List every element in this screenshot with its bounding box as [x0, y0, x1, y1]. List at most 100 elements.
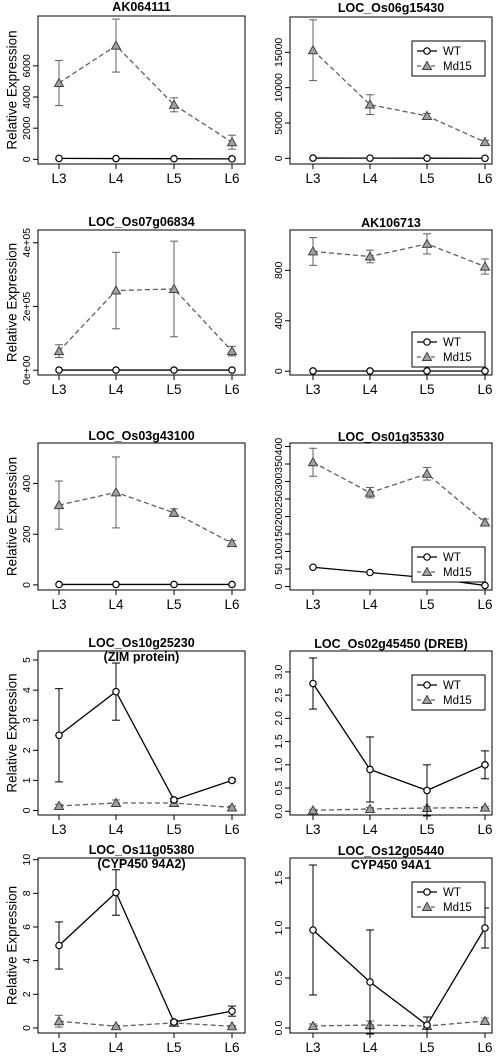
y-tick-label: 300	[273, 473, 285, 491]
data-point	[310, 155, 316, 161]
data-point	[56, 155, 62, 161]
legend-swatch-marker	[424, 682, 430, 688]
data-point	[171, 367, 177, 373]
y-tick-label: 50	[273, 563, 285, 575]
data-point	[309, 46, 318, 54]
y-tick-label: 1	[21, 777, 33, 783]
series-wt	[310, 155, 488, 162]
x-tick-label: L4	[108, 382, 124, 397]
data-point	[229, 367, 235, 373]
y-tick-label: 0	[21, 582, 33, 588]
y-tick-label: 2	[21, 991, 33, 997]
data-point	[310, 927, 316, 933]
chart-title: LOC_Os12g05440	[338, 844, 444, 858]
series-line	[59, 492, 232, 543]
data-point	[56, 367, 62, 373]
legend-swatch-marker	[424, 48, 430, 54]
chart-title: LOC_Os06g15430	[338, 1, 444, 15]
x-tick-label: L6	[477, 1040, 492, 1055]
series-md15	[309, 1017, 490, 1030]
y-tick-label: 2e+05	[21, 292, 33, 322]
series-wt	[56, 367, 235, 373]
data-point	[56, 942, 62, 948]
y-tick-label: 0	[273, 583, 285, 589]
data-point	[55, 78, 64, 86]
series-line	[313, 244, 485, 267]
y-tick-label: 5000	[273, 111, 285, 135]
plot-frame	[38, 858, 245, 1033]
y-axis-label: Relative Expression	[5, 243, 20, 362]
y-axis-label: Relative Expression	[5, 30, 20, 149]
data-point	[310, 564, 316, 570]
data-point	[310, 368, 316, 374]
data-point	[228, 539, 237, 547]
x-tick-label: L3	[51, 171, 66, 186]
data-point	[481, 138, 490, 146]
data-point	[113, 581, 119, 587]
series-md15	[55, 798, 237, 811]
y-tick-label: 0.5	[273, 971, 285, 986]
data-point	[112, 286, 121, 294]
series-md15	[309, 234, 490, 274]
x-tick-label: L5	[419, 822, 434, 837]
data-point	[56, 581, 62, 587]
legend-entry-label: WT	[443, 552, 461, 564]
data-point	[367, 155, 373, 161]
series-line	[313, 462, 485, 522]
legend-entry-label: WT	[443, 887, 461, 899]
data-point	[113, 155, 119, 161]
y-tick-label: 2	[21, 747, 33, 753]
x-tick-label: L5	[166, 171, 181, 186]
plot-frame	[38, 443, 245, 590]
x-tick-label: L4	[108, 1040, 124, 1055]
y-tick-label: 400	[21, 475, 33, 493]
data-point	[481, 262, 490, 270]
data-point	[367, 766, 373, 772]
data-point	[171, 1019, 177, 1025]
y-tick-label: 8	[21, 890, 33, 896]
series-md15	[55, 19, 237, 149]
data-point	[424, 155, 430, 161]
data-point	[229, 156, 235, 162]
data-point	[113, 367, 119, 373]
data-point	[424, 787, 430, 793]
y-tick-label: 0	[21, 156, 33, 162]
series-md15	[309, 803, 490, 814]
x-tick-label: L6	[224, 171, 239, 186]
y-tick-label: 800	[273, 261, 285, 279]
x-tick-label: L6	[477, 382, 492, 397]
x-tick-label: L5	[166, 822, 181, 837]
y-tick-label: 2.0	[273, 711, 285, 726]
data-point	[482, 368, 488, 374]
x-tick-label: L6	[477, 597, 492, 612]
x-tick-label: L5	[166, 597, 181, 612]
data-point	[229, 581, 235, 587]
series-wt	[56, 155, 235, 162]
data-point	[113, 688, 119, 694]
series-line	[59, 1021, 232, 1026]
legend-entry-label: WT	[443, 337, 461, 349]
legend-entry-label: Md15	[443, 567, 472, 579]
series-line	[59, 892, 232, 1022]
data-point	[171, 797, 177, 803]
y-tick-label: 100	[273, 543, 285, 561]
y-tick-label: 0	[273, 155, 285, 161]
y-tick-label: 6	[21, 924, 33, 930]
x-tick-label: L5	[419, 382, 434, 397]
legend-entry-label: Md15	[443, 695, 472, 707]
data-point	[171, 581, 177, 587]
y-tick-label: 0.0	[273, 1021, 285, 1036]
x-tick-label: L6	[477, 171, 492, 186]
data-point	[228, 347, 237, 355]
x-tick-label: L6	[477, 822, 492, 837]
x-tick-label: L3	[305, 171, 320, 186]
series-wt	[310, 368, 488, 374]
